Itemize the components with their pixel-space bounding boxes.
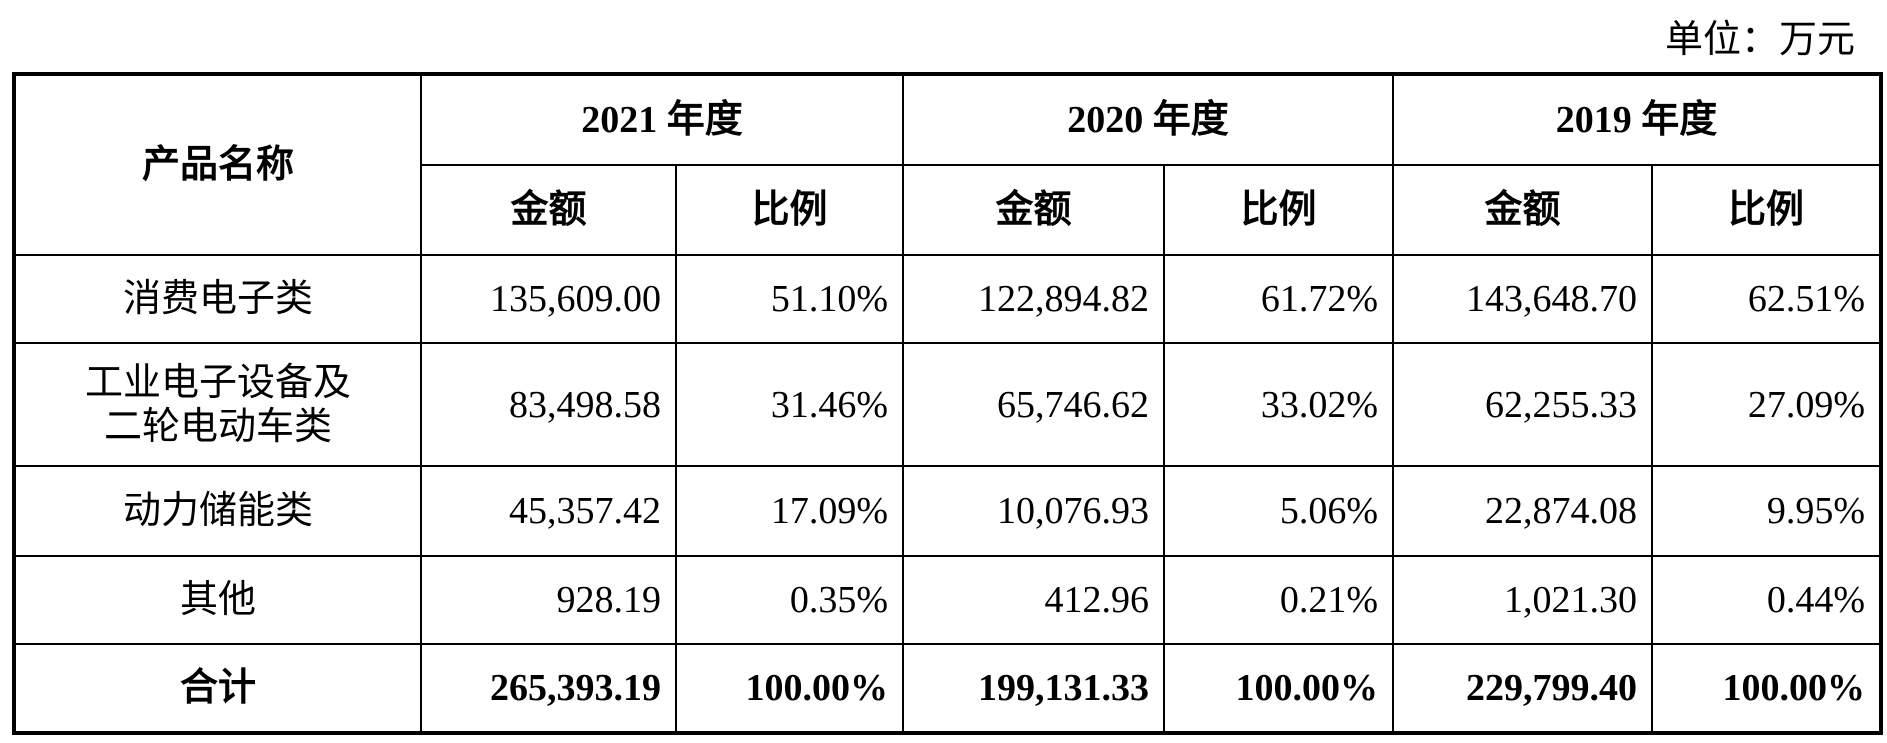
value-cell: 61.72% [1163, 254, 1394, 344]
row-label-line: 其他 [179, 579, 256, 621]
value-cell: 928.19 [420, 555, 677, 645]
row-label: 动力储能类 [13, 465, 422, 557]
data-row: 其他 928.19 0.35% 412.96 0.21% 1,021.30 0.44% [13, 555, 1882, 645]
value-cell: 199,131.33 [902, 643, 1165, 734]
unit-label: 单位：万元 [1664, 19, 1855, 61]
value-cell: 100.00% [1651, 643, 1882, 734]
value-cell: 0.35% [675, 555, 904, 645]
header-row: 产品名称 2021 年度 2020 年度 2019 年度 [13, 73, 1882, 256]
value-cell: 17.09% [675, 465, 904, 557]
sub-header: 金额 [902, 164, 1165, 256]
year-header: 2021 年度 [420, 73, 904, 166]
value-cell: 45,357.42 [420, 465, 677, 557]
row-label-line: 动力储能类 [122, 490, 313, 532]
year-header: 2019 年度 [1392, 73, 1882, 166]
value-cell: 229,799.40 [1392, 643, 1653, 734]
value-cell: 135,609.00 [420, 254, 677, 344]
value-cell: 122,894.82 [902, 254, 1165, 344]
value-cell: 412.96 [902, 555, 1165, 645]
value-cell: 1,021.30 [1392, 555, 1653, 645]
value-cell: 0.21% [1163, 555, 1394, 645]
value-cell: 5.06% [1163, 465, 1394, 557]
value-cell: 100.00% [675, 643, 904, 734]
data-row: 工业电子设备及 二轮电动车类 83,498.58 31.46% 65,746.62 33.… [13, 342, 1882, 467]
row-label-line: 二轮电动车类 [103, 405, 332, 448]
value-cell: 265,393.19 [420, 643, 677, 734]
row-label: 其他 [13, 555, 422, 645]
value-cell: 51.10% [675, 254, 904, 344]
value-cell: 9.95% [1651, 465, 1882, 557]
value-cell: 33.02% [1163, 342, 1394, 467]
value-cell: 83,498.58 [420, 342, 677, 467]
total-row: 合计 265,393.19 100.00% 199,131.33 100.00% 229,… [13, 643, 1882, 734]
row-label: 工业电子设备及 二轮电动车类 [13, 342, 422, 467]
value-cell: 27.09% [1651, 342, 1882, 467]
row-label-line: 工业电子设备及 [84, 361, 351, 404]
header-row: 金额 比例 金额 比例 金额 比例 [14, 164, 1882, 256]
value-cell: 0.44% [1651, 555, 1882, 645]
year-header: 2020 年度 [902, 73, 1394, 166]
sub-header: 比例 [675, 164, 904, 256]
data-row: 动力储能类 45,357.42 17.09% 10,076.93 5.06% 22,874… [13, 465, 1882, 557]
value-cell: 62,255.33 [1392, 342, 1653, 467]
row-label-line: 合计 [179, 667, 256, 709]
data-row: 消费电子类 135,609.00 51.10% 122,894.82 61.72% 143… [13, 254, 1882, 344]
value-cell: 100.00% [1163, 643, 1394, 734]
data-table: 产品名称 2021 年度 2020 年度 2019 年度 金额 比例 金额 比例 金额 比例 消费电… [12, 72, 1883, 735]
header-cell: 产品名称 [13, 73, 422, 256]
row-label-line: 消费电子类 [122, 278, 313, 320]
row-label: 合计 [13, 643, 422, 734]
value-cell: 31.46% [675, 342, 904, 467]
value-cell: 143,648.70 [1392, 254, 1653, 344]
value-cell: 10,076.93 [902, 465, 1165, 557]
sub-header: 比例 [1651, 164, 1882, 256]
value-cell: 62.51% [1651, 254, 1882, 344]
row-label: 消费电子类 [13, 254, 422, 344]
sub-header: 比例 [1163, 164, 1394, 256]
sub-header: 金额 [420, 164, 677, 256]
sub-header: 金额 [1392, 164, 1653, 256]
value-cell: 22,874.08 [1392, 465, 1653, 557]
value-cell: 65,746.62 [902, 342, 1165, 467]
